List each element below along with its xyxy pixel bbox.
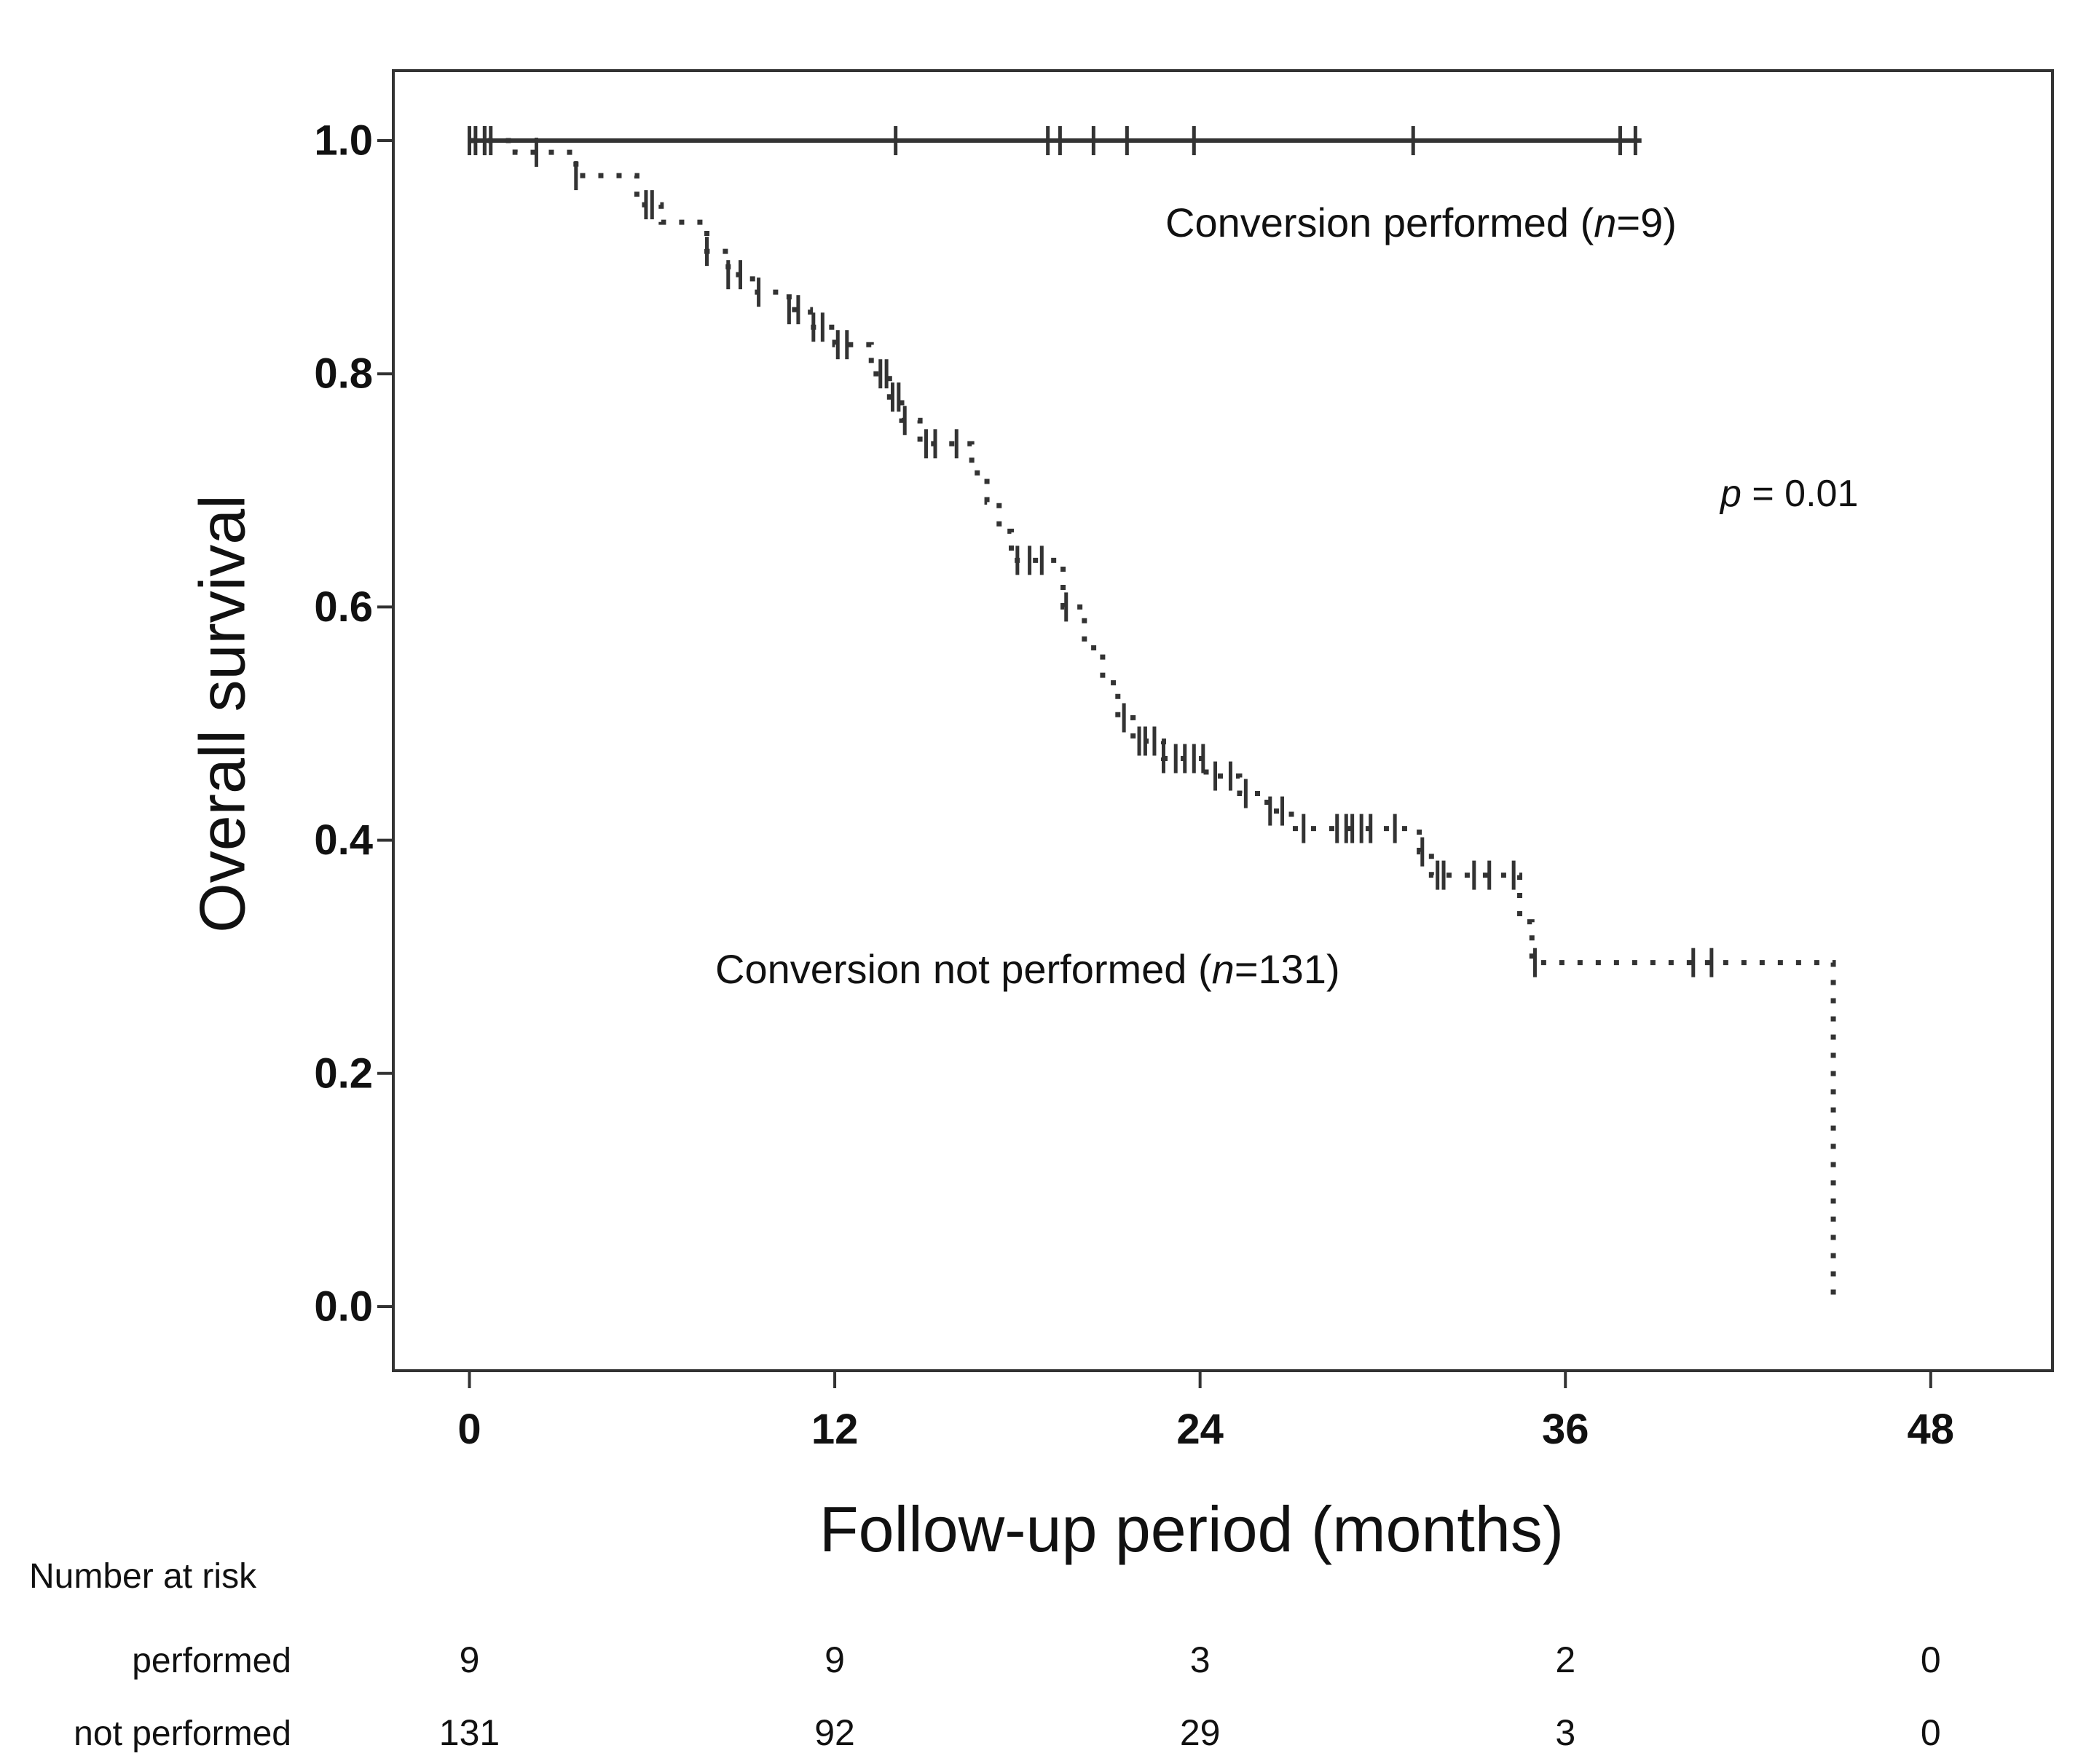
y-tick-label: 0.8 [314, 350, 373, 398]
number-at-risk-table: Number at risk performed 9 9 3 2 0 not perform… [29, 1557, 1941, 1753]
risk-value: 2 [1555, 1639, 1575, 1680]
p-value-symbol: p [1719, 473, 1741, 515]
label-performed-prefix: Conversion performed ( [1165, 200, 1594, 245]
y-tick-label: 0.0 [314, 1283, 373, 1330]
risk-table-heading: Number at risk [29, 1557, 257, 1596]
y-tick-label: 0.2 [314, 1050, 373, 1097]
x-tick-label: 24 [1176, 1406, 1224, 1453]
risk-value: 0 [1921, 1639, 1941, 1680]
label-not-performed-prefix: Conversion not performed ( [715, 946, 1212, 992]
y-tick-label: 1.0 [314, 117, 373, 165]
series-line-not-performed [469, 138, 1836, 1307]
risk-value: 9 [460, 1639, 480, 1680]
y-tick-label: 0.6 [314, 583, 373, 631]
label-conversion-performed: Conversion performed (n=9) [1165, 200, 1677, 245]
x-tick-label: 36 [1542, 1406, 1589, 1453]
x-tick-label: 12 [811, 1406, 859, 1453]
label-performed-suffix: =9) [1616, 200, 1677, 245]
p-value-annotation: p = 0.01 [1719, 473, 1858, 515]
risk-value: 9 [824, 1639, 845, 1680]
y-tick-label: 0.4 [314, 816, 373, 864]
risk-row-label: not performed [74, 1714, 291, 1753]
y-axis: 0.0 0.2 0.4 0.6 0.8 1.0 [314, 117, 393, 1330]
series-layer [467, 126, 1836, 1307]
plot-frame [392, 69, 2054, 1372]
x-tick-label: 48 [1908, 1406, 1955, 1453]
x-tick-label: 0 [457, 1406, 481, 1453]
label-performed-n: n [1594, 200, 1616, 245]
label-not-performed-n: n [1212, 946, 1235, 992]
risk-value: 0 [1921, 1712, 1941, 1753]
risk-value: 131 [439, 1712, 500, 1753]
risk-row-label: performed [132, 1642, 291, 1680]
risk-value: 3 [1190, 1639, 1211, 1680]
x-axis-title: Follow-up period (months) [819, 1493, 1564, 1565]
risk-value: 3 [1555, 1712, 1575, 1753]
y-axis-title: Overall survival [186, 495, 259, 932]
label-conversion-not-performed: Conversion not performed (n=131) [715, 946, 1340, 992]
x-axis: 0 12 24 36 48 [457, 1371, 1954, 1453]
p-value-text: = 0.01 [1741, 473, 1858, 515]
risk-value: 29 [1180, 1712, 1221, 1753]
risk-value: 92 [814, 1712, 855, 1753]
label-not-performed-suffix: =131) [1235, 946, 1340, 992]
